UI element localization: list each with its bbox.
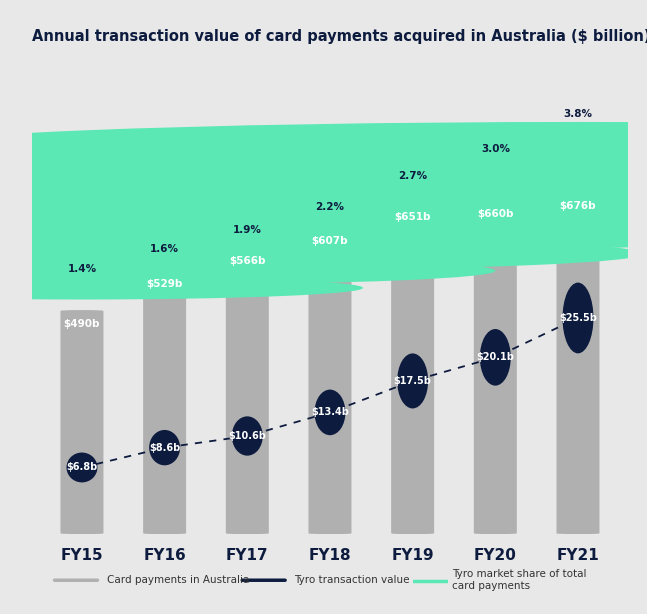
Text: $490b: $490b xyxy=(63,319,100,328)
Text: $17.5b: $17.5b xyxy=(394,376,432,386)
Ellipse shape xyxy=(562,282,593,354)
Text: 3.8%: 3.8% xyxy=(564,109,593,119)
Text: $607b: $607b xyxy=(312,236,348,246)
Text: Tyro transaction value: Tyro transaction value xyxy=(294,575,410,585)
Text: 1.6%: 1.6% xyxy=(150,244,179,254)
Text: $25.5b: $25.5b xyxy=(559,313,597,323)
FancyBboxPatch shape xyxy=(309,227,351,534)
FancyBboxPatch shape xyxy=(391,204,434,534)
Text: Annual transaction value of card payments acquired in Australia ($ billion): Annual transaction value of card payment… xyxy=(32,29,647,44)
Text: $660b: $660b xyxy=(477,209,514,219)
Text: 3.0%: 3.0% xyxy=(481,144,510,155)
Circle shape xyxy=(0,184,647,228)
FancyBboxPatch shape xyxy=(143,271,186,534)
Circle shape xyxy=(0,237,644,270)
FancyBboxPatch shape xyxy=(226,247,269,534)
Text: 2.2%: 2.2% xyxy=(316,201,344,212)
FancyBboxPatch shape xyxy=(60,310,104,534)
Ellipse shape xyxy=(149,430,180,465)
Text: Card payments in Australia: Card payments in Australia xyxy=(107,575,249,585)
Text: 1.4%: 1.4% xyxy=(67,263,96,273)
Ellipse shape xyxy=(480,329,510,386)
Circle shape xyxy=(0,276,363,300)
Text: 2.7%: 2.7% xyxy=(398,171,427,181)
Text: 1.9%: 1.9% xyxy=(233,225,262,235)
Ellipse shape xyxy=(314,390,345,435)
Text: $566b: $566b xyxy=(229,255,265,266)
FancyBboxPatch shape xyxy=(556,192,600,534)
Text: $6.8b: $6.8b xyxy=(67,462,98,473)
Text: $20.1b: $20.1b xyxy=(476,352,514,362)
FancyBboxPatch shape xyxy=(474,200,517,534)
Text: $529b: $529b xyxy=(146,279,183,289)
Text: $651b: $651b xyxy=(395,212,431,222)
Text: $10.6b: $10.6b xyxy=(228,431,266,441)
Text: $8.6b: $8.6b xyxy=(149,443,181,453)
Circle shape xyxy=(0,214,647,252)
Ellipse shape xyxy=(67,453,98,483)
Text: $13.4b: $13.4b xyxy=(311,408,349,418)
Text: $676b: $676b xyxy=(560,201,597,211)
Circle shape xyxy=(0,122,647,180)
Circle shape xyxy=(0,257,496,284)
Text: Tyro market share of total
card payments: Tyro market share of total card payments xyxy=(452,569,586,591)
Circle shape xyxy=(0,157,647,206)
Ellipse shape xyxy=(232,416,263,456)
Ellipse shape xyxy=(397,354,428,408)
